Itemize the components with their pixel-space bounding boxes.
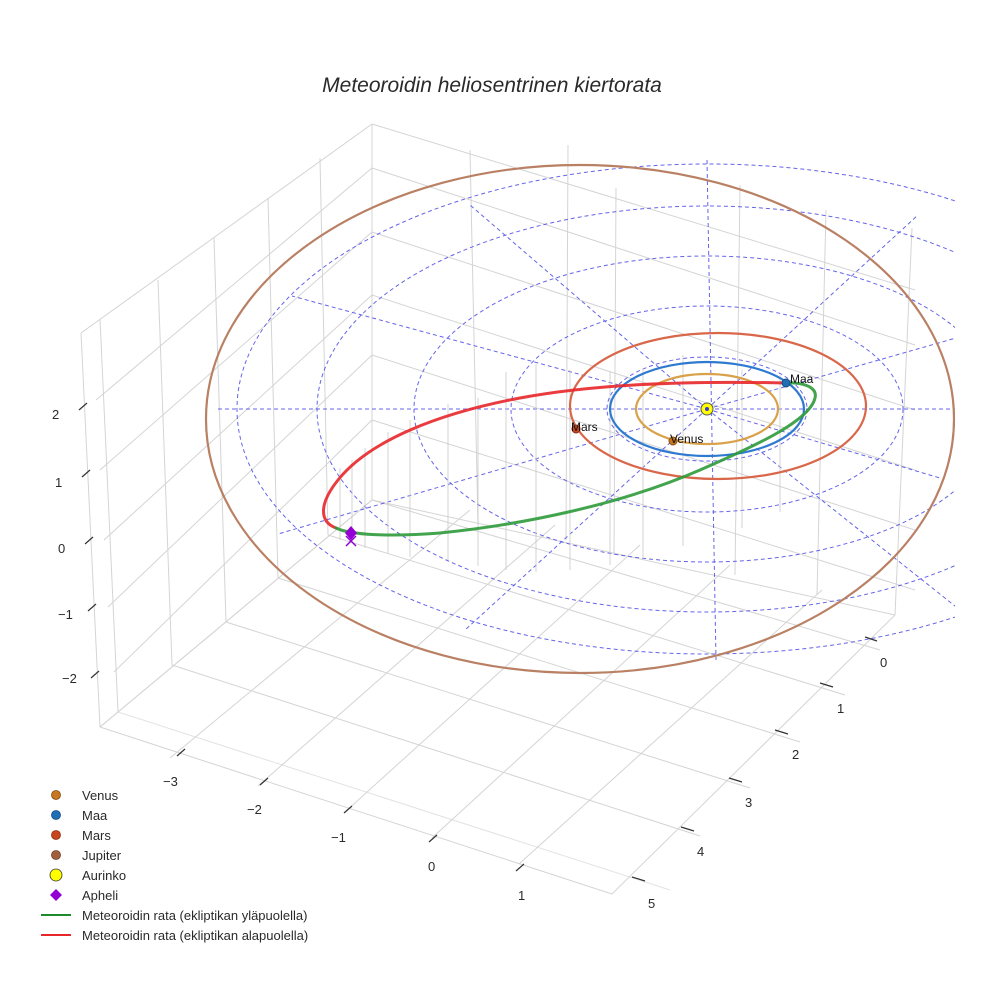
y-tick: 3 (745, 795, 752, 810)
venus-orbit (634, 372, 780, 446)
venus-marker[interactable] (668, 436, 678, 446)
z-tick: 2 (52, 407, 59, 422)
mars-label: Mars (571, 420, 598, 434)
aphelion-marker[interactable] (345, 526, 357, 547)
diamond-marker-icon (50, 889, 62, 901)
circle-marker-icon (51, 830, 61, 840)
mars-marker[interactable] (571, 424, 581, 434)
earth-orbit (608, 360, 806, 458)
line-red-icon (41, 934, 71, 936)
z-axis: 2 1 0 −1 −2 (52, 402, 100, 686)
x-axis: −3 −2 −1 0 1 (163, 748, 525, 903)
circle-marker-icon (51, 790, 61, 800)
y-tick: 5 (648, 896, 655, 911)
y-tick: 4 (697, 844, 704, 859)
jupiter-orbit (205, 163, 955, 675)
y-tick: 1 (837, 701, 844, 716)
sun-marker[interactable] (700, 402, 714, 416)
earth-label: Maa (790, 372, 814, 386)
x-tick: −3 (163, 774, 178, 789)
x-tick: 0 (428, 859, 435, 874)
chart-title: Meteoroidin heliosentrinen kiertorata (322, 74, 662, 97)
meteoroid-path-below (322, 380, 788, 530)
x-tick: −1 (331, 830, 346, 845)
y-axis: 0 1 2 3 4 5 (631, 636, 887, 911)
y-tick: 2 (792, 747, 799, 762)
y-tick: 0 (880, 655, 887, 670)
venus-label: Venus (670, 432, 703, 446)
z-tick: 1 (55, 475, 62, 490)
line-green-icon (41, 914, 71, 916)
x-tick: 1 (518, 888, 525, 903)
z-tick: −1 (58, 607, 73, 622)
earth-marker[interactable] (781, 378, 791, 388)
circle-marker-icon (51, 810, 61, 820)
sun-marker-icon (49, 868, 63, 882)
z-tick: 0 (58, 541, 65, 556)
meteoroid-path-above (334, 381, 817, 537)
circle-marker-icon (51, 850, 61, 860)
x-tick: −2 (247, 802, 262, 817)
grid-lines (80, 123, 916, 895)
reference-rings (218, 159, 955, 661)
mars-orbit (568, 331, 868, 481)
z-tick: −2 (62, 671, 77, 686)
